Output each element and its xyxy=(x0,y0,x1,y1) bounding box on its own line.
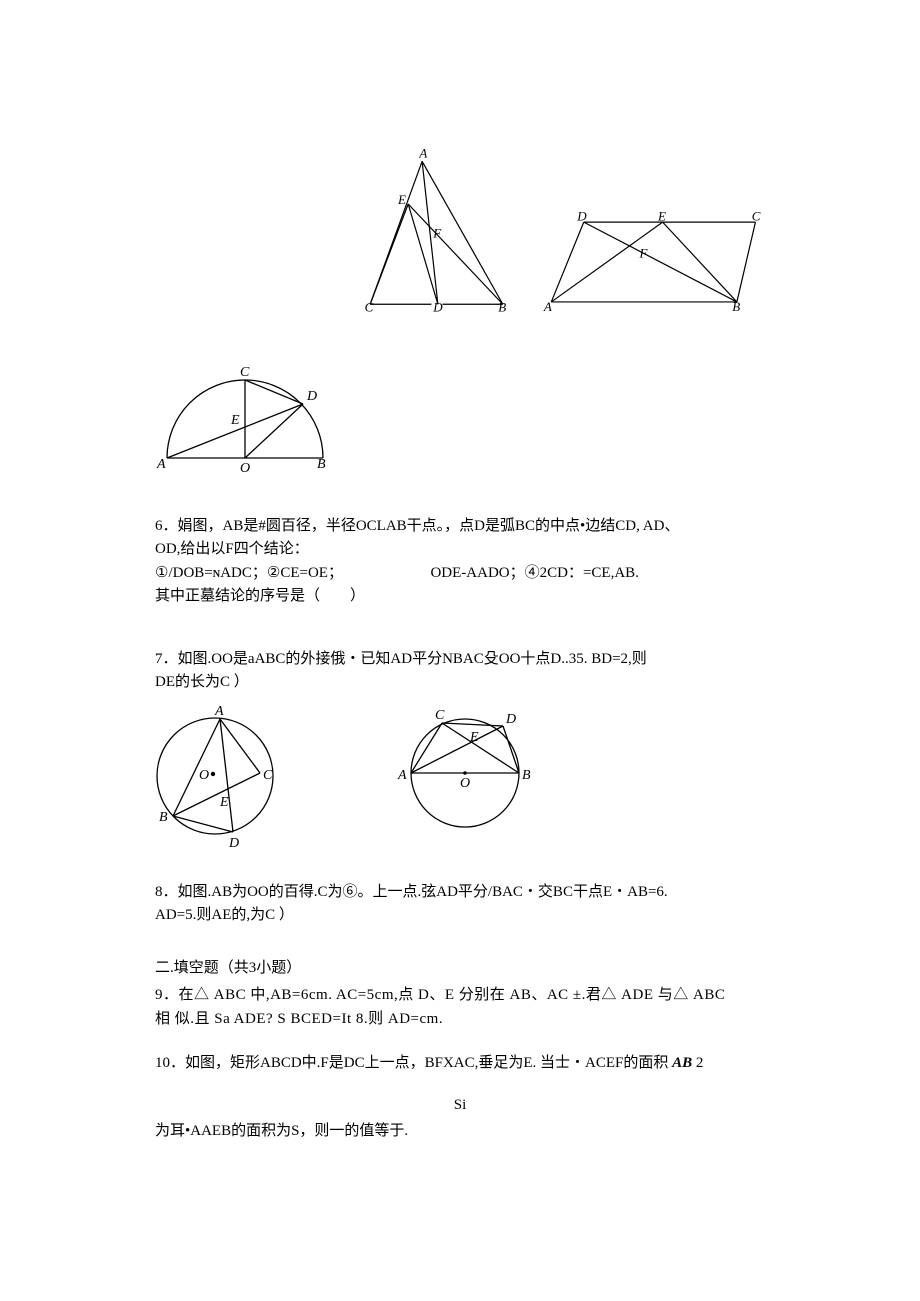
q6-line3: ①/DOB=ɴADC；②CE=OE； ODE-AADO；④2CD：=CE,AB. xyxy=(155,562,765,585)
q10-line1c: 2 xyxy=(696,1055,704,1071)
question-9: 9．在△ ABC 中,AB=6cm. AC=5cm,点 D、E 分别在 AB、A… xyxy=(155,984,765,1031)
label-E: E xyxy=(230,413,240,428)
label-B: B xyxy=(522,768,531,783)
q10-line1b: AB xyxy=(672,1055,696,1071)
label-E: E xyxy=(397,192,406,207)
label-A: A xyxy=(156,457,166,472)
figure-7: A O C E B D xyxy=(155,701,290,851)
q10-line1: 10．如图，矩形ABCD中.F是DC上一点，BFXAC,垂足为E. 当士・ACE… xyxy=(155,1051,765,1075)
q9-line2: 相 似.且 Sa ADE? S BCED=It 8.则 AD=cm. xyxy=(155,1008,765,1031)
label-C: C xyxy=(752,208,761,223)
q10-line1a: 10．如图，矩形ABCD中.F是DC上一点，BFXAC,垂足为E. 当士・ACE… xyxy=(155,1055,668,1071)
q7-line1: 7．如图.OO是aABC的外接俄・已知AD平分NBAC殳OO十点D..35. B… xyxy=(155,648,765,671)
label-O: O xyxy=(240,461,250,476)
q8-line2: AD=5.则AE的,为C ） xyxy=(155,904,765,927)
question-10: 10．如图，矩形ABCD中.F是DC上一点，BFXAC,垂足为E. 当士・ACE… xyxy=(155,1051,765,1143)
label-B: B xyxy=(317,457,326,472)
figure-row-1: A E F C D B D E C F A B xyxy=(155,140,765,320)
section-2-heading: 二.填空题（共3小题） xyxy=(155,957,765,980)
q6-line1: 6．娟图，AB是#圆百径，半径OCLAB干点。，点D是弧BC的中点•边结CD, … xyxy=(155,515,765,538)
q7-line2: DE的长为C ） xyxy=(155,671,765,694)
figure-8: C E D A O B xyxy=(380,701,550,831)
label-C: C xyxy=(263,768,273,783)
figure-row-2: A O C E B D C E D A O B xyxy=(155,701,765,851)
label-E: E xyxy=(469,730,479,745)
label-E: E xyxy=(657,208,666,223)
label-C: C xyxy=(365,300,374,315)
label-D: D xyxy=(505,712,516,727)
q6-line4: 其中正墓结论的序号是（ ） xyxy=(155,585,765,608)
q6-line2: OD,给出以F四个结论： xyxy=(155,538,765,561)
q6-line3a: ①/DOB=ɴADC；②CE=OE； xyxy=(155,565,343,581)
q6-line3b: ODE-AADO；④2CD：=CE,AB. xyxy=(430,565,638,581)
figure-6b: D E C F A B xyxy=(542,205,765,320)
label-A: A xyxy=(418,146,427,161)
question-8: 8．如图.AB为OO的百得.C为⑥。上一点.弦AD平分/BAC・交BC干点E・A… xyxy=(155,881,765,928)
q9-line1: 9．在△ ABC 中,AB=6cm. AC=5cm,点 D、E 分别在 AB、A… xyxy=(155,984,765,1007)
question-7: 7．如图.OO是aABC的外接俄・已知AD平分NBAC殳OO十点D..35. B… xyxy=(155,648,765,695)
question-6: 6．娟图，AB是#圆百径，半径OCLAB干点。，点D是弧BC的中点•边结CD, … xyxy=(155,515,765,608)
label-D: D xyxy=(306,389,317,404)
label-A: A xyxy=(214,704,224,719)
label-B: B xyxy=(498,300,506,315)
label-O: O xyxy=(460,776,470,791)
label-O: O xyxy=(199,768,209,783)
label-A: A xyxy=(543,299,552,314)
label-B: B xyxy=(159,810,168,825)
label-C: C xyxy=(240,365,250,380)
q10-si: Si xyxy=(155,1093,765,1117)
figure-6c: C D E A O B xyxy=(155,340,335,480)
label-A: A xyxy=(397,768,407,783)
label-E: E xyxy=(219,795,229,810)
label-F: F xyxy=(639,245,649,260)
label-D: D xyxy=(432,300,443,315)
label-B: B xyxy=(733,299,741,314)
q8-line1: 8．如图.AB为OO的百得.C为⑥。上一点.弦AD平分/BAC・交BC干点E・A… xyxy=(155,881,765,904)
label-C: C xyxy=(435,708,445,723)
q10-line2: 为耳•AAEB的面积为S，则一的值等于. xyxy=(155,1119,765,1143)
label-D: D xyxy=(228,836,239,851)
figure-6a: A E F C D B xyxy=(359,140,512,320)
label-D: D xyxy=(577,208,588,223)
label-F: F xyxy=(432,225,442,240)
